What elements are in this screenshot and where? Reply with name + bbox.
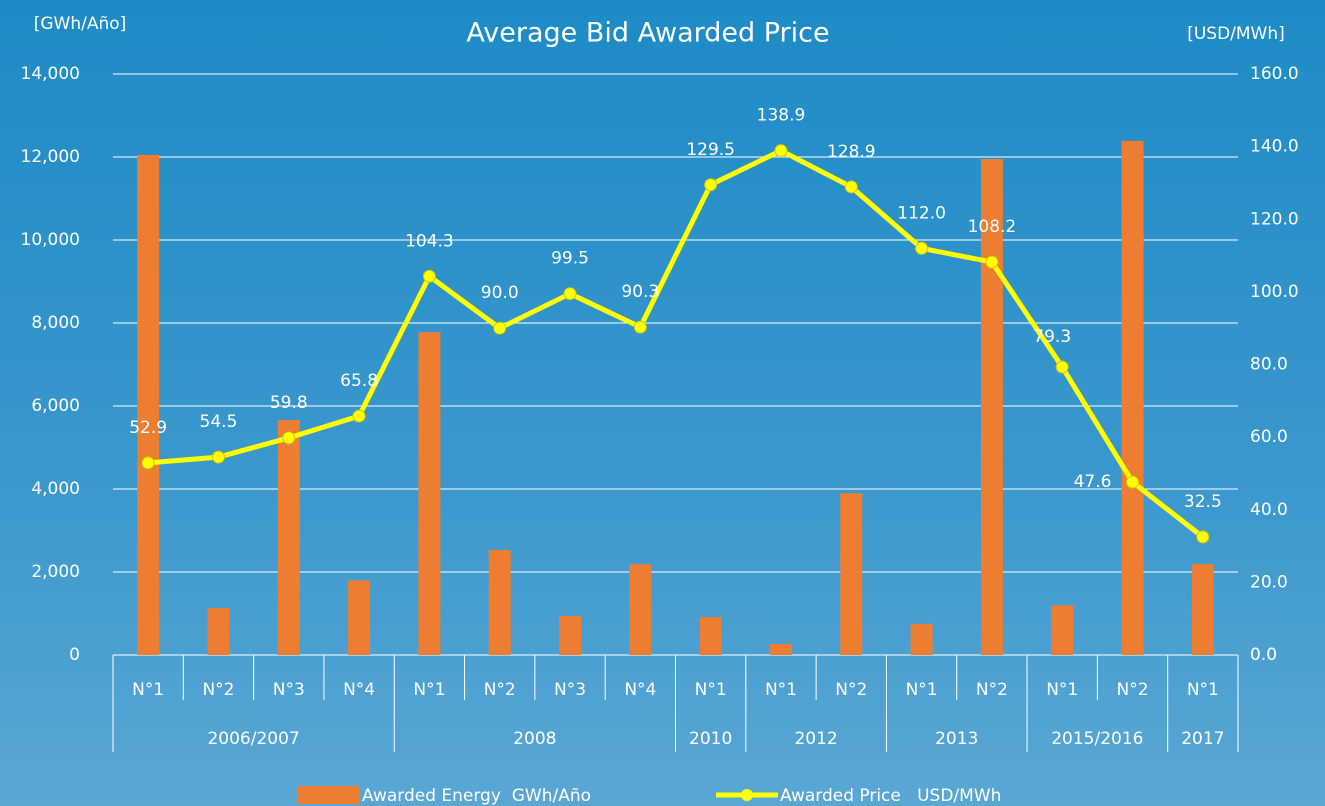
data-label: 79.3 (1033, 327, 1071, 347)
y-axis-label: [GWh/Año] (34, 14, 127, 34)
x-tick-label: N°4 (343, 680, 375, 700)
line-marker (985, 255, 999, 269)
group-label: 2012 (794, 729, 837, 749)
bar (207, 608, 230, 655)
x-tick-label: N°2 (1117, 680, 1149, 700)
group-label: 2010 (689, 729, 732, 749)
data-label: 90.0 (481, 283, 519, 303)
line-marker (141, 456, 155, 470)
y-tick-label: 6,000 (31, 396, 80, 416)
y-tick-label: 8,000 (31, 313, 80, 333)
line-marker (633, 320, 647, 334)
data-label: 32.5 (1184, 492, 1222, 512)
legend-swatch (741, 789, 753, 801)
y2-tick-label: 20.0 (1250, 572, 1288, 592)
bar (137, 154, 160, 656)
x-tick-label: N°2 (202, 680, 234, 700)
data-label: 138.9 (757, 106, 806, 126)
bar (699, 617, 722, 655)
line-marker (1126, 475, 1140, 489)
bar (910, 623, 933, 655)
x-tick-label: N°1 (132, 680, 164, 700)
y-tick-label: 14,000 (21, 64, 80, 84)
line-marker (493, 321, 507, 335)
y2-tick-label: 120.0 (1250, 209, 1299, 229)
data-label: 129.5 (686, 140, 735, 160)
line-marker (1055, 360, 1069, 374)
bar (629, 564, 652, 655)
line-marker (844, 180, 858, 194)
data-label: 104.3 (405, 231, 454, 251)
legend-swatch (298, 786, 360, 804)
legend-label: Awarded Price USD/MWh (780, 786, 1001, 806)
data-label: 99.5 (551, 249, 589, 269)
data-label: 128.9 (827, 142, 876, 162)
y2-tick-label: 80.0 (1250, 355, 1288, 375)
y-tick-label: 10,000 (21, 230, 80, 250)
y2-tick-label: 160.0 (1250, 64, 1299, 84)
data-label: 108.2 (968, 217, 1017, 237)
group-label: 2013 (935, 729, 978, 749)
x-tick-label: N°2 (835, 680, 867, 700)
y-tick-label: 12,000 (21, 147, 80, 167)
x-tick-label: N°2 (484, 680, 516, 700)
group-label: 2008 (513, 729, 556, 749)
line-marker (211, 450, 225, 464)
data-label: 47.6 (1074, 472, 1112, 492)
bar (1051, 605, 1074, 655)
bar (277, 420, 300, 655)
line-marker (563, 287, 577, 301)
bar (488, 550, 511, 655)
data-label: 90.3 (621, 282, 659, 302)
line-marker (704, 178, 718, 192)
x-tick-label: N°3 (554, 680, 586, 700)
legend-label: Awarded Energy GWh/Año (362, 786, 591, 806)
x-tick-label: N°1 (765, 680, 797, 700)
data-label: 112.0 (897, 203, 946, 223)
x-tick-label: N°1 (1046, 680, 1078, 700)
x-tick-label: N°4 (624, 680, 656, 700)
x-tick-label: N°1 (1187, 680, 1219, 700)
y2-tick-label: 40.0 (1250, 500, 1288, 520)
bar (1121, 140, 1144, 655)
x-tick-label: N°3 (273, 680, 305, 700)
bar (418, 332, 441, 655)
bar (559, 615, 582, 655)
bar (980, 159, 1003, 655)
bar (1191, 564, 1214, 655)
line-marker (774, 144, 788, 158)
x-tick-label: N°2 (976, 680, 1008, 700)
y2-tick-label: 100.0 (1250, 282, 1299, 302)
data-label: 54.5 (200, 412, 238, 432)
line-marker (352, 409, 366, 423)
y2-tick-label: 60.0 (1250, 427, 1288, 447)
x-tick-label: N°1 (413, 680, 445, 700)
bar (348, 580, 371, 655)
line-marker (422, 269, 436, 283)
y2-tick-label: 140.0 (1250, 137, 1299, 157)
y-tick-label: 0 (69, 645, 80, 665)
x-tick-label: N°1 (695, 680, 727, 700)
chart-title: Average Bid Awarded Price (466, 18, 829, 49)
line (147, 148, 1205, 539)
data-label: 52.9 (129, 418, 167, 438)
group-label: 2015/2016 (1051, 729, 1143, 749)
bar (769, 644, 792, 655)
y-tick-label: 2,000 (31, 562, 80, 582)
group-label: 2006/2007 (207, 729, 299, 749)
bar (840, 493, 863, 655)
data-label: 65.8 (340, 371, 378, 391)
y2-axis-label: [USD/MWh] (1187, 24, 1285, 44)
line-marker (915, 241, 929, 255)
line-marker (1196, 530, 1210, 544)
x-tick-label: N°1 (906, 680, 938, 700)
group-label: 2017 (1181, 729, 1224, 749)
y-tick-label: 4,000 (31, 479, 80, 499)
y2-tick-label: 0.0 (1250, 645, 1277, 665)
line-marker (282, 431, 296, 445)
data-label: 59.8 (270, 393, 308, 413)
